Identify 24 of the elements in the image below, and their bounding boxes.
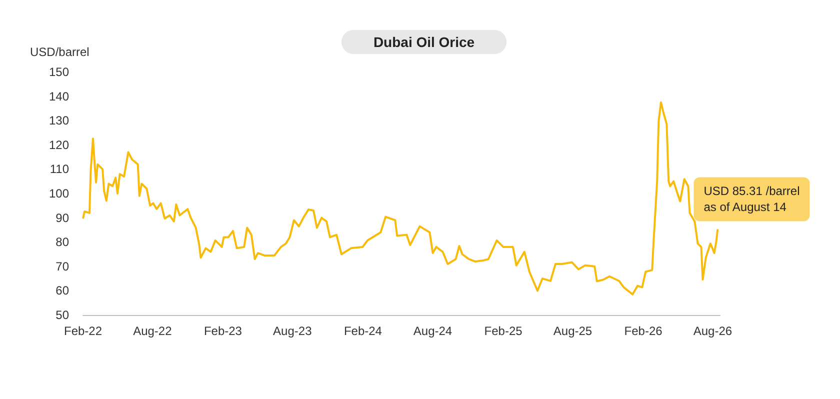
x-tick-label: Feb-25 <box>484 324 523 338</box>
x-tick-label: Aug-24 <box>413 324 452 338</box>
x-tick-label: Aug-25 <box>553 324 592 338</box>
x-tick-label: Aug-26 <box>693 324 732 338</box>
annotation: USD 85.31 /barrel as of August 14 <box>704 184 800 214</box>
y-axis-title: USD/barrel <box>30 45 90 59</box>
y-tick-label: 110 <box>50 162 70 176</box>
y-tick-label: 60 <box>56 284 70 298</box>
y-tick-label: 150 <box>48 65 70 79</box>
y-tick-label: 50 <box>56 308 70 322</box>
x-tick-label: Feb-22 <box>64 324 102 338</box>
y-tick-label: 130 <box>48 114 70 128</box>
x-tick-label: Feb-24 <box>344 324 382 338</box>
x-tick-label: Aug-23 <box>273 324 312 338</box>
x-tick-label: Feb-26 <box>624 324 663 338</box>
y-tick-label: 100 <box>48 186 70 200</box>
y-tick-label: 80 <box>56 235 70 250</box>
y-tick-label: 120 <box>48 138 70 152</box>
x-tick-label: Aug-22 <box>133 324 172 338</box>
y-tick-label: 70 <box>56 259 70 274</box>
x-tick-label: Feb-23 <box>204 324 242 338</box>
y-tick-label: 140 <box>48 89 70 104</box>
chart-title: Dubai Oil Orice <box>373 34 475 50</box>
y-tick-label: 90 <box>56 210 70 225</box>
